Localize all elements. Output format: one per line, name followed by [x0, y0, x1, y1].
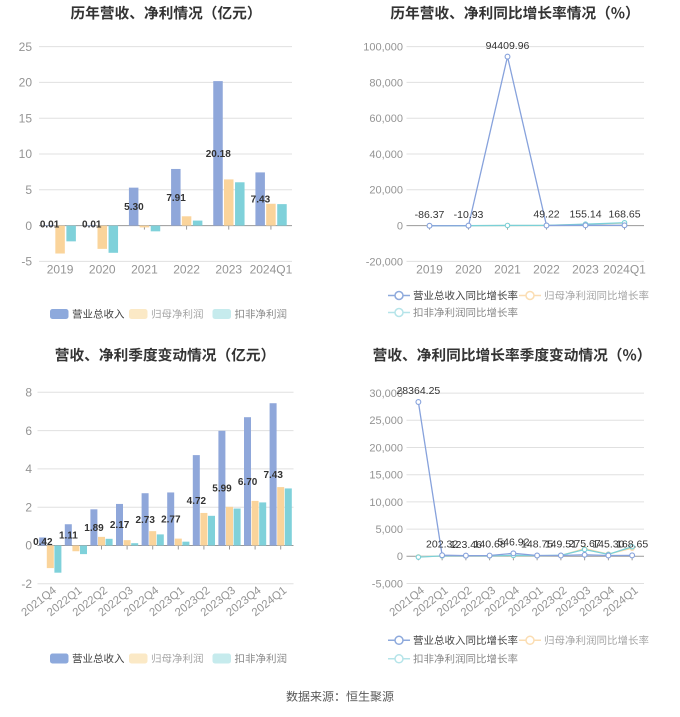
svg-text:148.75: 148.75	[521, 539, 553, 551]
svg-text:5,000: 5,000	[375, 524, 403, 536]
svg-text:94409.96: 94409.96	[486, 40, 530, 52]
svg-text:2022: 2022	[533, 263, 560, 277]
svg-text:2020: 2020	[455, 263, 482, 277]
svg-text:4: 4	[25, 462, 32, 476]
svg-text:6.70: 6.70	[238, 477, 258, 488]
svg-text:2.77: 2.77	[161, 515, 181, 526]
svg-text:0: 0	[25, 539, 32, 553]
svg-text:1.11: 1.11	[59, 530, 78, 541]
svg-text:168.65: 168.65	[616, 539, 648, 551]
svg-text:20,000: 20,000	[369, 442, 403, 454]
svg-text:-20,000: -20,000	[366, 256, 403, 268]
svg-text:275.67: 275.67	[569, 538, 601, 550]
svg-text:2020: 2020	[89, 263, 116, 277]
svg-text:149.51: 149.51	[545, 539, 577, 551]
svg-text:6: 6	[25, 424, 32, 438]
svg-text:10,000: 10,000	[369, 497, 403, 509]
svg-text:15,000: 15,000	[369, 470, 403, 482]
svg-text:0.01: 0.01	[40, 219, 60, 230]
svg-text:28364.25: 28364.25	[396, 385, 440, 397]
svg-text:100,000: 100,000	[363, 41, 403, 53]
svg-text:168.65: 168.65	[608, 208, 640, 220]
svg-text:25,000: 25,000	[369, 415, 403, 427]
svg-text:10: 10	[19, 147, 33, 161]
svg-text:4.72: 4.72	[187, 496, 207, 507]
svg-text:20,000: 20,000	[369, 185, 403, 197]
svg-text:2021: 2021	[131, 263, 158, 277]
svg-text:1.89: 1.89	[84, 523, 104, 534]
svg-text:20.18: 20.18	[206, 149, 231, 160]
svg-text:-2: -2	[21, 577, 32, 591]
svg-text:-10.93: -10.93	[454, 209, 484, 221]
svg-text:40,000: 40,000	[369, 149, 403, 161]
svg-text:2.17: 2.17	[110, 520, 130, 531]
svg-text:0.42: 0.42	[33, 537, 53, 548]
svg-text:7.43: 7.43	[251, 195, 271, 206]
svg-text:7.91: 7.91	[166, 193, 186, 204]
svg-text:2024Q1: 2024Q1	[603, 263, 646, 277]
svg-text:202.32: 202.32	[426, 538, 458, 550]
svg-text:2024Q1: 2024Q1	[250, 263, 293, 277]
svg-text:80,000: 80,000	[369, 77, 403, 89]
svg-text:5.99: 5.99	[212, 484, 232, 495]
svg-text:140.68: 140.68	[474, 539, 506, 551]
svg-text:123.46: 123.46	[450, 539, 482, 551]
svg-text:0.01: 0.01	[82, 219, 102, 230]
svg-text:8: 8	[25, 386, 32, 400]
svg-text:-86.37: -86.37	[415, 209, 445, 221]
svg-text:2019: 2019	[47, 263, 74, 277]
svg-text:30,000: 30,000	[369, 388, 403, 400]
svg-text:5.30: 5.30	[124, 202, 144, 213]
svg-text:145.30: 145.30	[592, 539, 624, 551]
svg-text:546.92: 546.92	[497, 537, 529, 549]
svg-text:60,000: 60,000	[369, 113, 403, 125]
svg-text:49.22: 49.22	[533, 209, 559, 221]
svg-text:20: 20	[19, 76, 33, 90]
svg-text:15: 15	[19, 111, 33, 125]
svg-text:5: 5	[25, 183, 32, 197]
svg-text:-5,000: -5,000	[372, 578, 403, 590]
svg-text:0: 0	[397, 551, 403, 563]
svg-text:2021: 2021	[494, 263, 521, 277]
svg-text:0: 0	[25, 219, 32, 233]
svg-text:2023: 2023	[215, 263, 242, 277]
svg-text:25: 25	[19, 40, 33, 54]
svg-text:155.14: 155.14	[569, 209, 601, 221]
svg-text:2019: 2019	[416, 263, 443, 277]
svg-text:-5: -5	[21, 255, 32, 269]
svg-text:7.43: 7.43	[263, 470, 283, 481]
svg-text:2022: 2022	[173, 263, 200, 277]
svg-text:2: 2	[25, 500, 32, 514]
svg-text:0: 0	[397, 220, 403, 232]
svg-text:2023: 2023	[572, 263, 599, 277]
svg-text:2.73: 2.73	[135, 515, 155, 526]
